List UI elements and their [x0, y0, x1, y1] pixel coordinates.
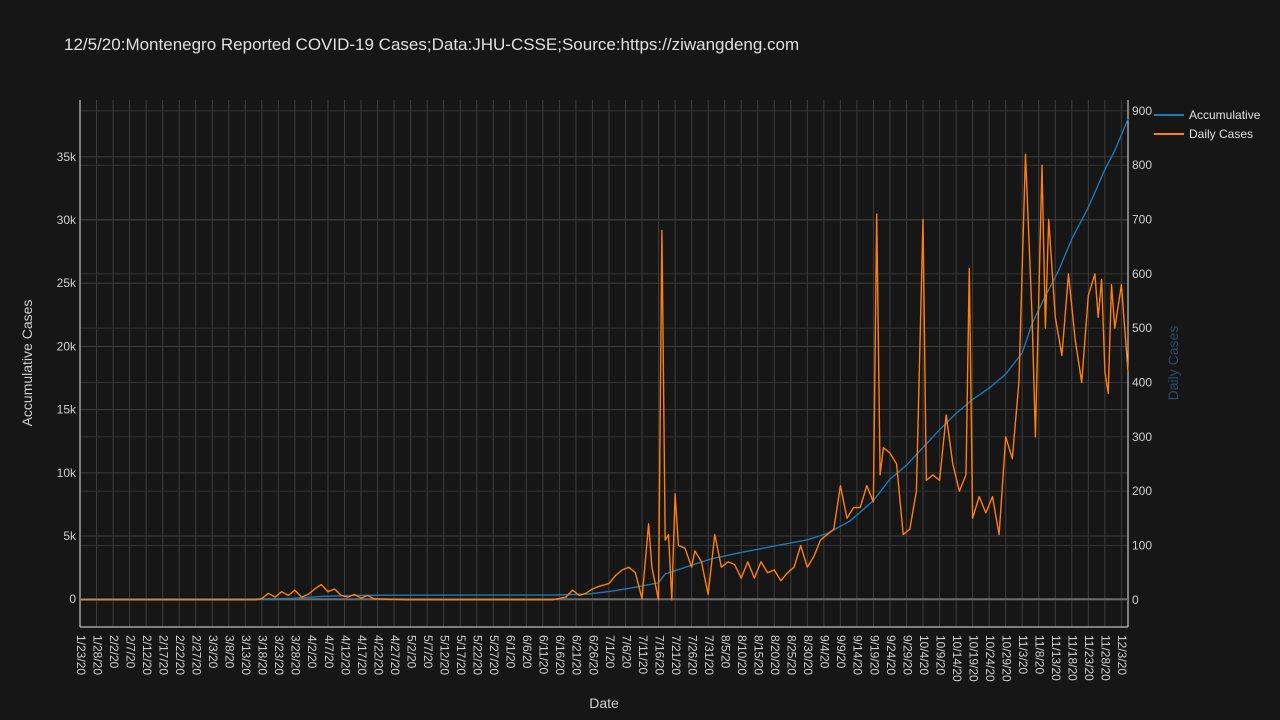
x-tick-label: 12/3/20	[1115, 635, 1129, 675]
y-right-tick-label: 300	[1132, 430, 1152, 444]
x-tick-label: 10/9/20	[933, 635, 947, 675]
x-tick-label: 2/7/20	[123, 635, 137, 669]
legend-label-accumulative: Accumulative	[1189, 108, 1261, 122]
x-tick-label: 9/9/20	[834, 635, 848, 669]
y-right-tick-label: 800	[1132, 158, 1152, 172]
y-left-tick-label: 15k	[57, 403, 77, 417]
x-tick-labels: 1/23/20 1/28/20 2/2/20 2/7/20 2/12/20 2/17/20…	[74, 635, 1129, 682]
y-left-tick-label: 10k	[57, 466, 77, 480]
series-layer	[80, 118, 1129, 601]
x-tick-label: 10/4/20	[917, 635, 931, 675]
x-tick-label: 10/19/20	[966, 635, 980, 682]
legend-label-daily-cases: Daily Cases	[1189, 127, 1253, 141]
y-left-tick-label: 5k	[63, 529, 77, 543]
y-left-tick-label: 25k	[57, 276, 77, 290]
x-tick-label: 9/29/20	[900, 635, 914, 675]
y-right-tick-label: 900	[1132, 104, 1152, 118]
y-right-tick-label: 200	[1132, 484, 1152, 498]
x-tick-label: 5/27/20	[487, 635, 501, 675]
chart-title: 12/5/20:Montenegro Reported COVID-19 Cas…	[64, 35, 799, 54]
x-axis-title: Date	[589, 695, 619, 711]
x-tick-label: 5/7/20	[421, 635, 435, 669]
x-tick-label: 4/2/20	[305, 635, 319, 669]
x-tick-label: 8/5/20	[718, 635, 732, 669]
x-tick-label: 6/16/20	[553, 635, 567, 675]
x-tick-label: 6/21/20	[570, 635, 584, 675]
x-tick-label: 11/28/20	[1099, 635, 1113, 681]
x-tick-label: 8/10/20	[735, 635, 749, 675]
y-left-tick-labels: 0 5k 10k 15k 20k 25k 30k 35k	[57, 150, 77, 606]
y-left-tick-label: 35k	[57, 150, 77, 164]
x-tick-label: 3/23/20	[272, 635, 286, 675]
x-tick-label: 4/7/20	[322, 635, 336, 669]
x-tick-label: 11/23/20	[1082, 635, 1096, 681]
x-tick-label: 3/28/20	[289, 635, 303, 675]
x-tick-label: 3/13/20	[239, 635, 253, 675]
x-tick-label: 4/22/20	[371, 635, 385, 675]
y-right-tick-label: 400	[1132, 376, 1152, 390]
series-line-daily-cases	[80, 153, 1129, 601]
x-tick-label: 4/12/20	[338, 635, 352, 675]
x-tick-label: 11/13/20	[1049, 635, 1063, 681]
x-tick-label: 9/4/20	[818, 635, 832, 669]
x-tick-label: 5/17/20	[454, 635, 468, 675]
x-tick-label: 6/6/20	[520, 635, 534, 669]
y-right-tick-label: 500	[1132, 321, 1152, 335]
x-tick-label: 7/6/20	[619, 635, 633, 669]
x-tick-label: 7/1/20	[603, 635, 617, 669]
y-right-tick-label: 0	[1132, 593, 1139, 607]
x-tick-label: 5/22/20	[471, 635, 485, 675]
x-tick-label: 6/1/20	[504, 635, 518, 669]
x-tick-label: 8/25/20	[785, 635, 799, 675]
x-tick-label: 9/19/20	[867, 635, 881, 675]
x-tick-label: 8/20/20	[768, 635, 782, 675]
y-right-axis-title: Daily Cases	[1165, 326, 1181, 401]
x-tick-label: 10/14/20	[950, 635, 964, 682]
x-tick-label: 8/30/20	[801, 635, 815, 675]
x-tick-label: 7/11/20	[636, 635, 650, 674]
x-tick-label: 3/18/20	[256, 635, 270, 675]
y-left-axis-title: Accumulative Cases	[19, 300, 35, 427]
x-tick-label: 7/21/20	[669, 635, 683, 675]
x-tick-label: 9/24/20	[884, 635, 898, 675]
x-tick-label: 7/26/20	[685, 635, 699, 675]
x-tick-label: 8/15/20	[752, 635, 766, 675]
series-line-accumulative	[80, 118, 1129, 600]
x-tick-label: 6/26/20	[586, 635, 600, 675]
y-right-tick-labels: 0 100 200 300 400 500 600 700 800 900	[1132, 104, 1152, 607]
y-right-tick-label: 600	[1132, 267, 1152, 281]
x-tick-label: 5/12/20	[437, 635, 451, 675]
x-tick-label: 1/23/20	[74, 635, 88, 675]
x-tick-label: 11/8/20	[1033, 635, 1047, 674]
x-tick-label: 10/29/20	[1000, 635, 1014, 682]
x-tick-label: 2/12/20	[140, 635, 154, 675]
x-tick-label: 2/17/20	[156, 635, 170, 675]
y-right-tick-label: 100	[1132, 539, 1152, 553]
plot-background	[80, 100, 1128, 627]
x-tick-label: 2/2/20	[107, 635, 121, 669]
x-tick-label: 3/3/20	[206, 635, 220, 669]
x-tick-label: 3/8/20	[223, 635, 237, 669]
x-tick-label: 11/3/20	[1016, 635, 1030, 674]
x-tick-label: 9/14/20	[851, 635, 865, 675]
y-left-tick-label: 30k	[57, 213, 77, 227]
y-left-tick-label: 20k	[57, 339, 77, 353]
x-tick-label: 2/22/20	[173, 635, 187, 675]
x-tick-label: 7/16/20	[652, 635, 666, 675]
x-tick-label: 1/28/20	[90, 635, 104, 675]
x-tick-label: 7/31/20	[702, 635, 716, 675]
legend: Accumulative Daily Cases	[1154, 108, 1261, 141]
y-left-tick-label: 0	[69, 592, 76, 606]
x-tick-label: 2/27/20	[190, 635, 204, 675]
y-right-tick-label: 700	[1132, 213, 1152, 227]
x-tick-label: 6/11/20	[537, 635, 551, 674]
x-tick-label: 5/2/20	[404, 635, 418, 669]
x-tick-label: 4/17/20	[355, 635, 369, 675]
x-tick-label: 4/27/20	[388, 635, 402, 675]
x-tick-label: 10/24/20	[983, 635, 997, 682]
x-tick-label: 11/18/20	[1066, 635, 1080, 681]
